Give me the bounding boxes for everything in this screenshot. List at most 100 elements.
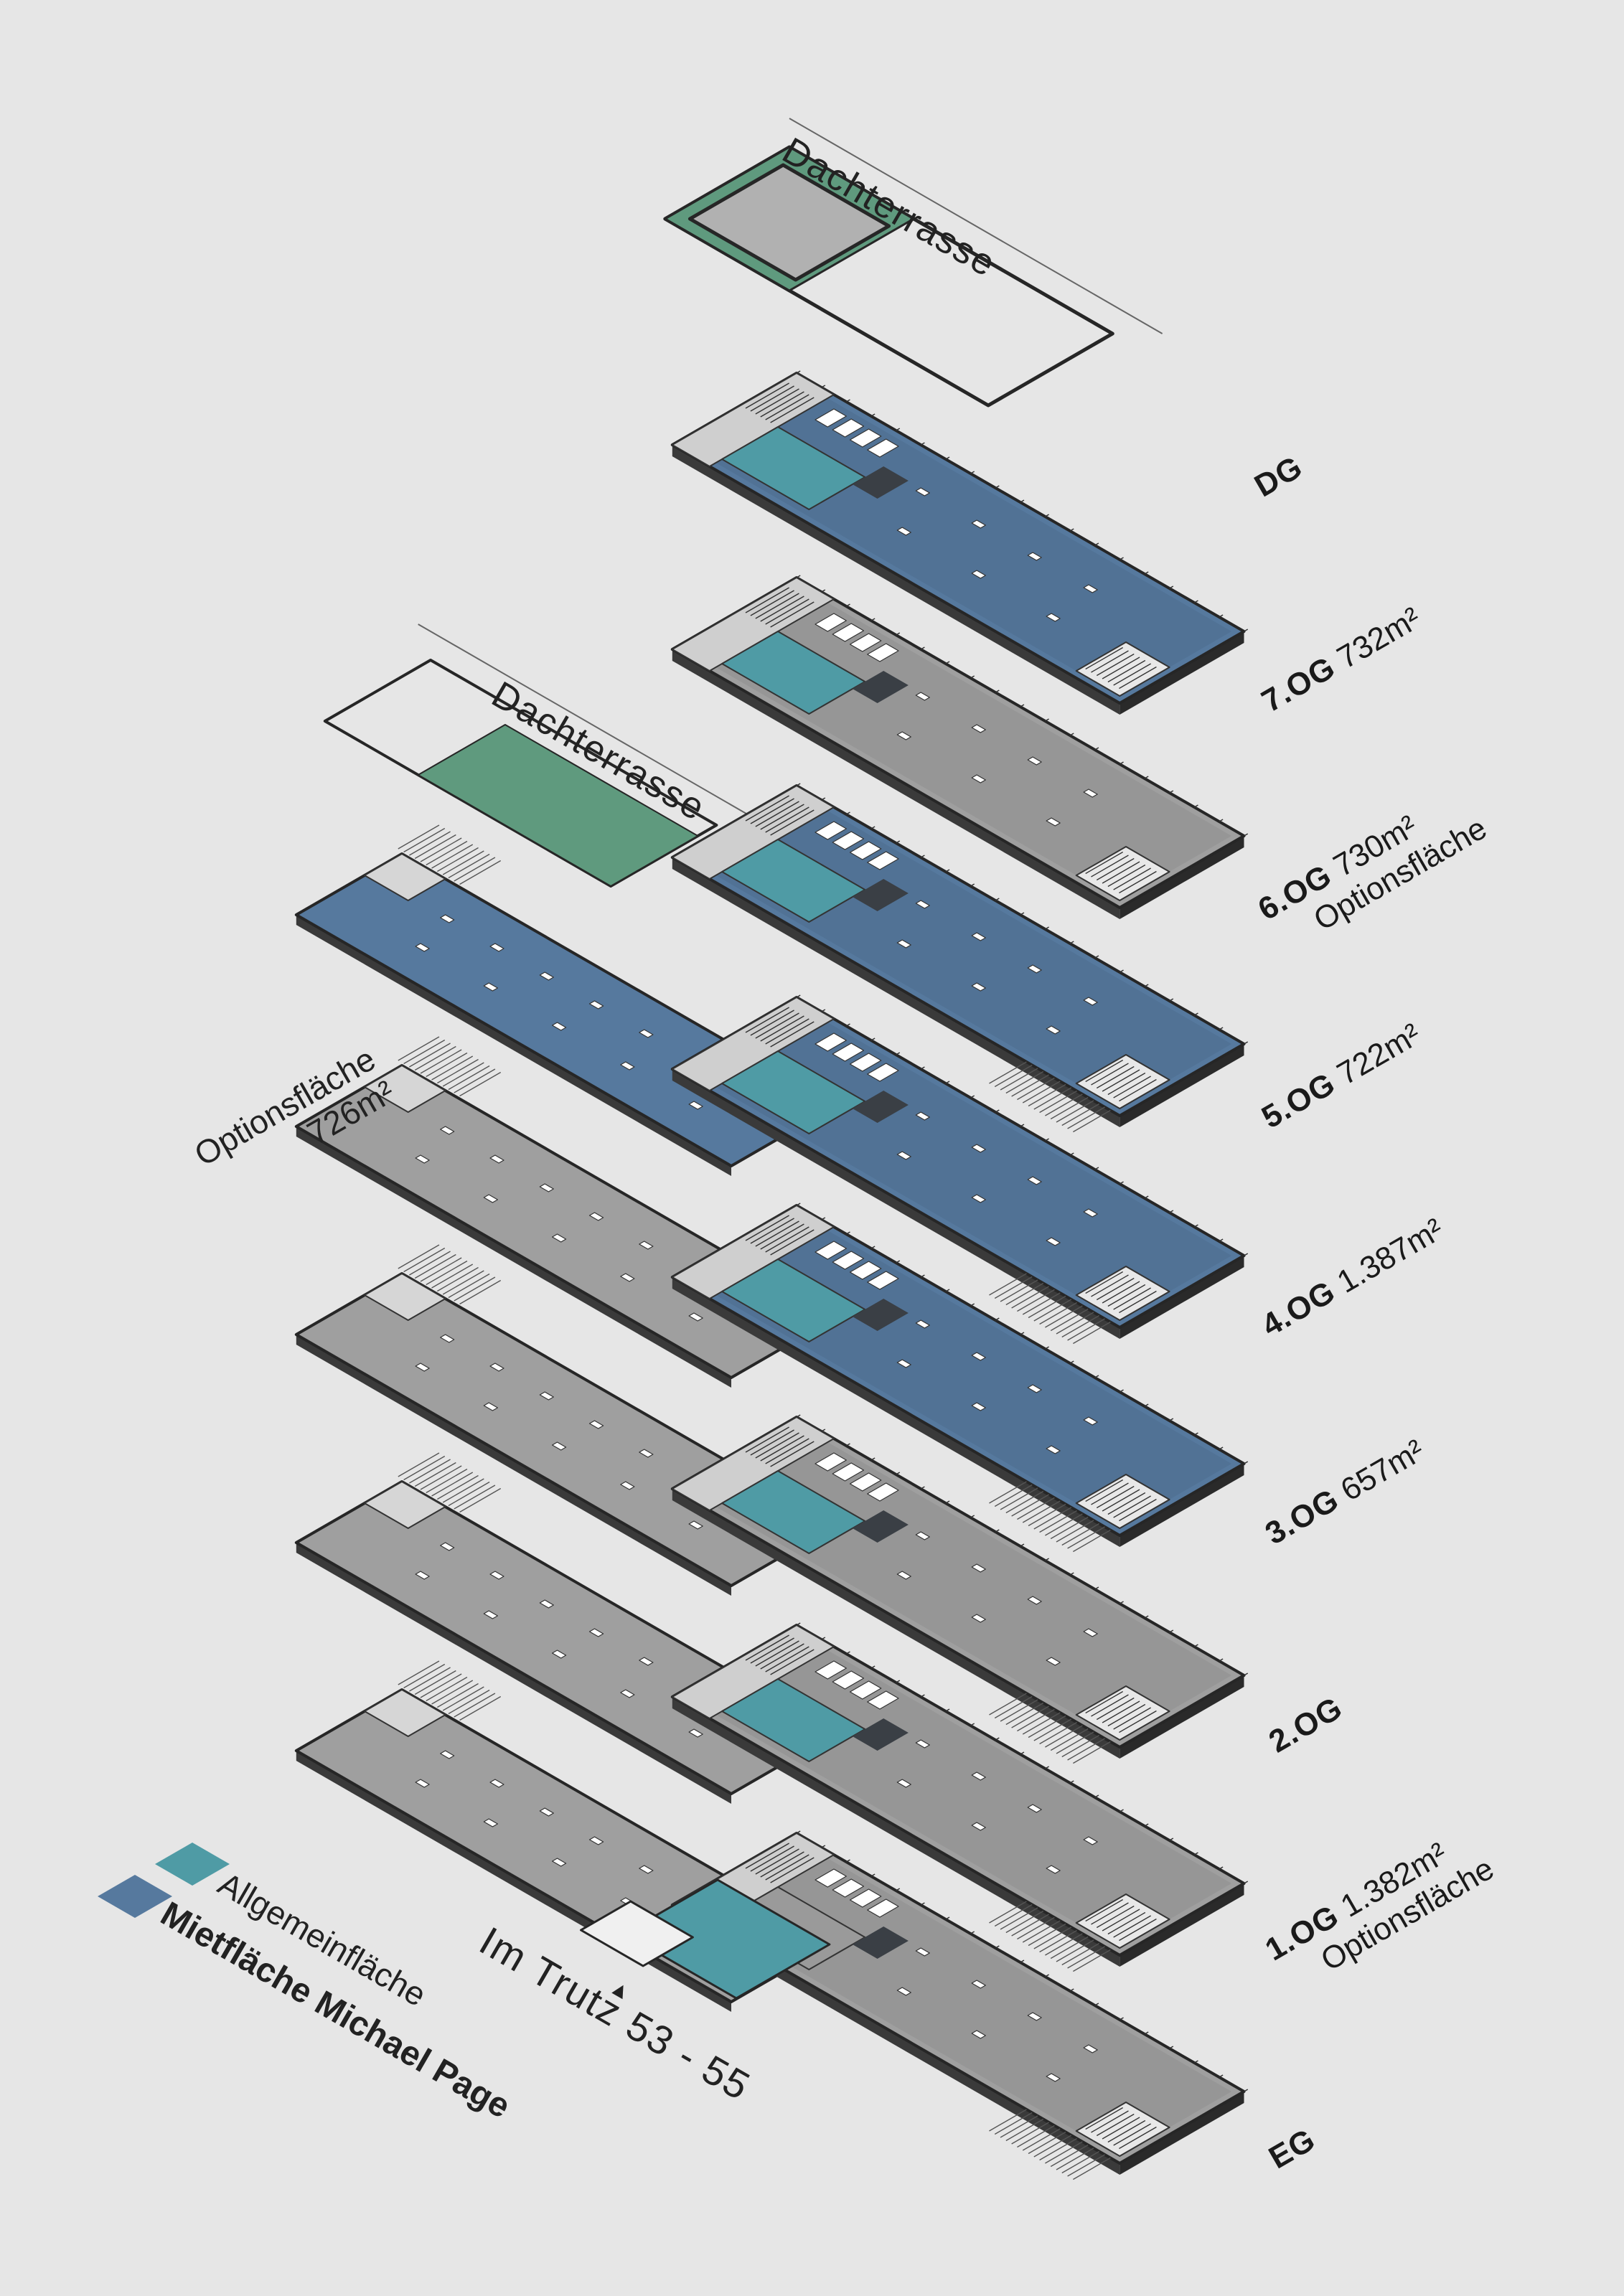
wc-unit bbox=[849, 1888, 882, 1908]
column bbox=[688, 1101, 703, 1110]
wc-unit bbox=[832, 831, 865, 850]
stair-tread bbox=[1107, 1703, 1146, 1727]
facade-mullion bbox=[870, 1038, 876, 1041]
wc-unit bbox=[867, 438, 899, 458]
common-area bbox=[721, 839, 866, 923]
facade-mullion bbox=[845, 811, 850, 815]
stair-tread bbox=[755, 1220, 799, 1247]
stair-tread bbox=[745, 795, 789, 822]
column bbox=[1083, 1628, 1098, 1637]
slab-edge bbox=[1120, 836, 1244, 919]
common-area bbox=[721, 1470, 866, 1554]
facade-mullion bbox=[920, 1274, 925, 1278]
facade-mullion bbox=[796, 575, 801, 578]
column bbox=[639, 1657, 654, 1666]
stair-tread bbox=[1102, 1069, 1140, 1092]
facade-mullion bbox=[1219, 1866, 1224, 1870]
column bbox=[1046, 2073, 1061, 2082]
facade-mullion bbox=[1020, 1332, 1025, 1335]
stair-tread bbox=[770, 1649, 815, 1675]
stair-tread bbox=[750, 1845, 794, 1872]
common-area bbox=[721, 1678, 866, 1762]
column bbox=[539, 971, 554, 981]
wing-balcony-hatch bbox=[398, 1036, 502, 1097]
column bbox=[971, 519, 986, 529]
wing-stair bbox=[364, 1481, 446, 1529]
common-area bbox=[721, 1258, 866, 1342]
wc-unit bbox=[849, 633, 882, 652]
column bbox=[971, 1980, 986, 1989]
roof-terrace-mid bbox=[417, 724, 699, 887]
facade-mullion bbox=[1244, 1041, 1249, 1045]
stair-tread bbox=[1091, 2110, 1129, 2133]
facade-mullion bbox=[945, 1708, 950, 1712]
stair-tread bbox=[750, 385, 794, 412]
facade-mullion bbox=[1193, 804, 1198, 808]
wing-stair bbox=[364, 1065, 446, 1113]
stair-tread bbox=[1119, 1710, 1157, 1733]
facade-mullion bbox=[1219, 1446, 1224, 1450]
facade-mullion bbox=[1094, 542, 1099, 546]
wc-unit bbox=[832, 1043, 865, 1062]
stair-east bbox=[1075, 2102, 1170, 2157]
wing-stair bbox=[364, 1273, 446, 1321]
stair-tread bbox=[760, 1643, 804, 1670]
column bbox=[440, 1126, 455, 1135]
column bbox=[639, 1449, 654, 1458]
column bbox=[688, 1728, 703, 1738]
facade-mullion bbox=[945, 661, 950, 664]
facade-mullion bbox=[845, 1231, 850, 1235]
wing-edge bbox=[296, 1335, 731, 1596]
column bbox=[551, 1858, 567, 1867]
facade-mullion bbox=[995, 898, 1000, 901]
wc-unit bbox=[849, 428, 882, 448]
facade-mullion bbox=[1193, 1224, 1198, 1228]
facade-mullion bbox=[995, 1945, 1000, 1949]
column bbox=[415, 1154, 430, 1164]
column bbox=[971, 1772, 986, 1781]
stair-tread bbox=[1102, 657, 1140, 679]
column bbox=[915, 692, 930, 701]
balcony-hatch bbox=[989, 1693, 1111, 1764]
facade-mullion bbox=[1020, 704, 1025, 707]
wc-unit bbox=[815, 1452, 847, 1472]
column bbox=[1083, 1416, 1098, 1426]
stair-tread bbox=[755, 593, 799, 619]
stair-tread bbox=[765, 1438, 809, 1464]
column bbox=[896, 1571, 911, 1580]
column bbox=[539, 1391, 554, 1401]
facade-mullion bbox=[821, 1637, 826, 1640]
facade-mullion bbox=[1244, 2089, 1249, 2092]
slab-edge bbox=[672, 1277, 1120, 1547]
facade-mullion bbox=[1045, 1766, 1049, 1769]
facade-mullion bbox=[1020, 1751, 1025, 1755]
wc-unit bbox=[815, 1032, 847, 1052]
column bbox=[1027, 756, 1042, 766]
facade-mullion bbox=[870, 1246, 876, 1249]
column bbox=[1083, 789, 1098, 798]
stair-tread bbox=[1085, 1059, 1123, 1083]
stair-tread bbox=[770, 1857, 815, 1883]
stair-tread bbox=[765, 598, 809, 625]
facade-mullion bbox=[1069, 1152, 1074, 1156]
wc-unit bbox=[867, 1271, 899, 1290]
stair-tread bbox=[1096, 1905, 1135, 1929]
facade-mullion bbox=[1069, 1780, 1074, 1784]
facade-mullion bbox=[896, 1260, 901, 1264]
facade-mullion bbox=[1144, 776, 1149, 779]
column bbox=[1027, 1596, 1042, 1605]
slab-edge bbox=[1120, 1044, 1244, 1127]
column bbox=[620, 1481, 635, 1490]
slab-edge bbox=[1120, 1883, 1244, 1967]
stair-tread bbox=[1096, 1065, 1135, 1089]
dimension-line bbox=[789, 118, 1163, 334]
facade-mullion bbox=[896, 1888, 901, 1891]
stair-tread bbox=[750, 1429, 794, 1456]
stair-tread bbox=[1119, 1290, 1157, 1314]
column bbox=[896, 731, 911, 740]
stair-tread bbox=[770, 1021, 815, 1048]
stair-tread bbox=[760, 1015, 804, 1042]
wing-edge bbox=[296, 915, 731, 1176]
stair-tread bbox=[1119, 870, 1157, 894]
stair-tread bbox=[1096, 1697, 1135, 1721]
